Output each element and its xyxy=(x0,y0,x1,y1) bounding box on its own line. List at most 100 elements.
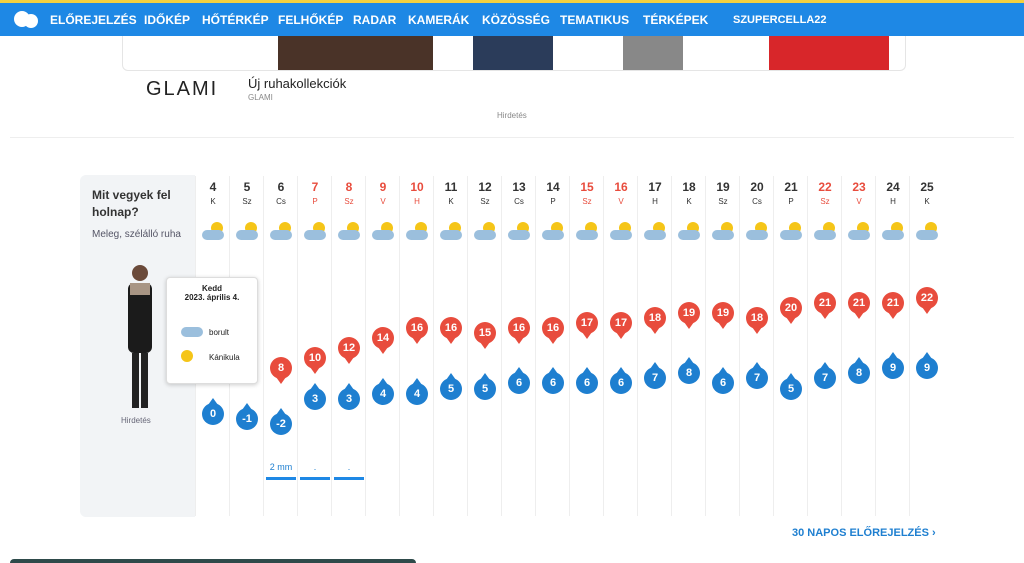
nav-item[interactable]: RADAR xyxy=(353,13,397,27)
logo[interactable] xyxy=(12,9,40,31)
weather-icon-cloud xyxy=(610,230,632,240)
precip-bar xyxy=(300,477,330,480)
day-column: 11 K 16 5 xyxy=(433,176,467,516)
nav-item[interactable]: HŐTÉRKÉP xyxy=(202,13,269,27)
weather-icon-cloud xyxy=(508,230,530,240)
tooltip-sun-icon xyxy=(181,350,193,362)
nav-item[interactable]: IDŐKÉP xyxy=(144,13,191,27)
day-number: 21 xyxy=(784,180,798,194)
day-column: 6 Cs 8 -2 2 mm xyxy=(263,176,297,516)
day-column: 21 P 20 5 xyxy=(773,176,807,516)
min-temp: 4 xyxy=(372,377,394,405)
nav-item[interactable]: FELHŐKÉP xyxy=(278,13,344,27)
max-temp: 18 xyxy=(746,307,768,334)
precipitation: . xyxy=(313,462,317,472)
weather-icon-cloud xyxy=(882,230,904,240)
day-column: 8 Sz 12 3. xyxy=(331,176,365,516)
day-number: 19 xyxy=(716,180,730,194)
day-number: 23 xyxy=(852,180,866,194)
weather-icon-cloud xyxy=(644,230,666,240)
weekday: P xyxy=(550,197,556,206)
max-temp: 22 xyxy=(916,287,938,314)
day-number: 11 xyxy=(444,180,458,194)
day-column: 17 H 18 7 xyxy=(637,176,671,516)
max-temp: 21 xyxy=(882,292,904,319)
day-column: 23 V 21 8 xyxy=(841,176,875,516)
min-temp: 9 xyxy=(916,352,938,380)
weather-icon-cloud xyxy=(576,230,598,240)
tooltip-day: Kedd xyxy=(202,284,222,293)
nav-item[interactable]: KÖZÖSSÉG xyxy=(482,13,551,27)
day-number: 6 xyxy=(277,180,285,194)
panel-ad-label: Hirdetés xyxy=(121,416,151,425)
day-column: 25 K 22 9 xyxy=(909,176,943,516)
tooltip: Kedd 2023. április 4. borult Kánikula xyxy=(166,277,258,384)
precipitation: . xyxy=(347,462,351,472)
day-column: 19 Sz 19 6 xyxy=(705,176,739,516)
tooltip-sky: borult xyxy=(209,328,230,337)
weekday: P xyxy=(788,197,794,206)
day-column: 12 Sz 15 5 xyxy=(467,176,501,516)
weather-icon-cloud xyxy=(678,230,700,240)
max-temp: 19 xyxy=(678,302,700,329)
max-temp: 10 xyxy=(304,347,326,374)
min-temp: 7 xyxy=(814,362,836,390)
weather-icon-cloud xyxy=(746,230,768,240)
nav-item[interactable]: ELŐREJELZÉS xyxy=(50,13,137,27)
min-temp: 3 xyxy=(304,382,326,410)
weekday: Cs xyxy=(752,197,762,206)
weather-icon-cloud xyxy=(780,230,802,240)
weekday: Sz xyxy=(242,197,252,206)
weather-icon-cloud xyxy=(372,230,394,240)
ad-title[interactable]: Új ruhakollekciók xyxy=(248,76,347,91)
min-temp: 6 xyxy=(576,367,598,395)
max-temp: 8 xyxy=(270,357,292,384)
max-temp: 16 xyxy=(406,317,428,344)
day-number: 20 xyxy=(750,180,764,194)
weekday: Sz xyxy=(344,197,354,206)
max-temp: 18 xyxy=(644,307,666,334)
weekday: Sz xyxy=(820,197,830,206)
weekday: V xyxy=(856,197,862,206)
30-day-link[interactable]: 30 NAPOS ELŐREJELZÉS › xyxy=(792,527,936,539)
min-temp: -2 xyxy=(270,408,292,436)
nav-item[interactable]: TEMATIKUS xyxy=(560,13,630,27)
day-column: 16 V 17 6 xyxy=(603,176,637,516)
min-temp: 0 xyxy=(202,398,224,425)
min-temp: 8 xyxy=(678,357,700,385)
min-temp: 4 xyxy=(406,377,428,405)
day-column: 22 Sz 21 7 xyxy=(807,176,841,516)
weather-icon-cloud xyxy=(474,230,496,240)
min-temp: 3 xyxy=(338,382,360,410)
max-temp: 16 xyxy=(508,317,530,344)
max-temp: 19 xyxy=(712,302,734,329)
max-temp: 21 xyxy=(814,292,836,319)
day-column: 24 H 21 9 xyxy=(875,176,909,516)
weekday: K xyxy=(686,197,692,206)
max-temp: 12 xyxy=(338,337,360,364)
weekday: V xyxy=(380,197,386,206)
min-temp: 6 xyxy=(508,367,530,395)
ad-label: Hirdetés xyxy=(497,111,527,120)
link-text[interactable]: 30 NAPOS ELŐREJELZÉS xyxy=(792,527,929,539)
max-temp: 15 xyxy=(474,322,496,349)
ad-brand[interactable]: GLAMI xyxy=(146,78,219,100)
nav-item[interactable]: TÉRKÉPEK xyxy=(643,13,709,27)
min-temp: 6 xyxy=(542,367,564,395)
weekday: H xyxy=(652,197,658,206)
weather-icon-cloud xyxy=(916,230,938,240)
day-column: 9 V 14 4 xyxy=(365,176,399,516)
max-temp: 14 xyxy=(372,327,394,354)
day-number: 24 xyxy=(886,180,900,194)
day-number: 17 xyxy=(648,180,662,194)
divider xyxy=(10,137,1014,138)
bottom-banner xyxy=(10,559,416,563)
weekday: K xyxy=(448,197,454,206)
weather-icon-cloud xyxy=(848,230,870,240)
nav-item[interactable]: KAMERÁK xyxy=(408,13,470,27)
min-temp: 5 xyxy=(440,372,462,400)
nav-user[interactable]: SZUPERCELLA22 xyxy=(733,14,827,26)
ad-images[interactable] xyxy=(122,36,906,71)
day-number: 9 xyxy=(379,180,387,194)
